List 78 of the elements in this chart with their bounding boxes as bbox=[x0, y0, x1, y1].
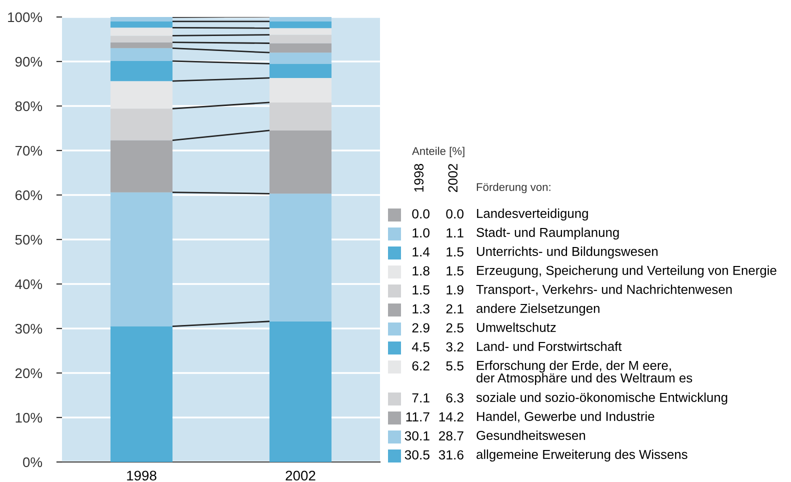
data-label: 1.8 bbox=[412, 266, 430, 276]
bar bbox=[110, 108, 173, 140]
category-label: allgemeine Erweiterung des Wissens bbox=[476, 450, 688, 462]
data-label: 1.4 bbox=[412, 247, 430, 256]
category-label: Transport-, Verkehrs- und Nachrichtenwesen bbox=[476, 284, 732, 297]
bar bbox=[269, 21, 332, 28]
bar bbox=[269, 43, 332, 53]
bar bbox=[269, 78, 332, 102]
data-label: 1.9 bbox=[446, 285, 464, 295]
bar bbox=[110, 192, 173, 326]
category-label: Stadt- und Raumplanung bbox=[476, 228, 619, 240]
category-label: Land- und Forstwirtschaft bbox=[477, 342, 622, 351]
data-label: 7.1 bbox=[412, 393, 430, 402]
bar bbox=[269, 64, 332, 78]
category-label: soziale und sozio-ökonomische Entwicklung bbox=[476, 392, 728, 405]
bar bbox=[110, 140, 173, 192]
y-tick-label: 0% bbox=[23, 457, 42, 468]
data-label: 30.1 bbox=[404, 431, 430, 441]
bar bbox=[110, 21, 173, 28]
bar bbox=[110, 61, 173, 82]
data-label: 1.5 bbox=[446, 247, 464, 257]
data-label: 1.5 bbox=[412, 285, 430, 295]
data-label: 11.7 bbox=[406, 412, 430, 422]
category-label: andere Zielsetzungen bbox=[476, 304, 600, 316]
bar bbox=[269, 102, 332, 130]
category-label: Erforschung der Erde, der M eere, der Atmosphäre und des Weltraum es bbox=[476, 360, 692, 386]
data-label: 2.5 bbox=[446, 323, 464, 333]
y-tick-label: 80% bbox=[15, 101, 42, 112]
data-label: 2.1 bbox=[446, 304, 464, 314]
bar bbox=[269, 52, 332, 64]
bar bbox=[110, 326, 173, 462]
category-label: Handel, Gewerbe und Industrie bbox=[477, 412, 654, 423]
data-label: 0.0 bbox=[412, 209, 430, 219]
y-tick-label: 70% bbox=[15, 146, 42, 156]
bar bbox=[110, 36, 173, 42]
y-tick-label: 90% bbox=[15, 56, 42, 67]
text: Förderung von: bbox=[476, 182, 550, 194]
data-label: 6.2 bbox=[412, 361, 430, 371]
y-tick-label: 50% bbox=[15, 234, 42, 245]
bar bbox=[110, 28, 173, 36]
data-label: 4.5 bbox=[412, 342, 430, 352]
data-label: 6.3 bbox=[446, 393, 464, 403]
bar bbox=[269, 194, 332, 322]
data-label: 3.2 bbox=[446, 342, 464, 352]
data-label: 30.5 bbox=[404, 450, 430, 460]
data-label: 28.7 bbox=[438, 431, 464, 441]
y-tick-label: 30% bbox=[15, 324, 42, 334]
y-tick-label: 40% bbox=[15, 279, 42, 290]
data-label: 1.0 bbox=[412, 228, 430, 238]
y-tick-label: 10% bbox=[16, 412, 42, 423]
y-tick-label: 20% bbox=[15, 368, 42, 378]
data-label: 14.2 bbox=[439, 412, 464, 422]
text: Anteile [%] bbox=[412, 146, 464, 158]
bar bbox=[269, 34, 332, 44]
y-tick-label: 60% bbox=[15, 190, 42, 200]
bar bbox=[269, 130, 332, 194]
data-label: 0.0 bbox=[446, 209, 464, 219]
category-label: Umweltschutz bbox=[476, 322, 556, 332]
data-label: 1.1 bbox=[446, 228, 464, 238]
bar bbox=[110, 42, 173, 48]
category-label: Erzeugung, Speicherung und Verteilung von Energie bbox=[477, 266, 776, 278]
data-label: 31.6 bbox=[438, 450, 464, 460]
data-label: 1.5 bbox=[446, 266, 464, 276]
category-label: Gesundheitswesen bbox=[476, 430, 586, 440]
text: 1998 bbox=[414, 164, 424, 192]
bar bbox=[269, 321, 332, 462]
category-label: Unterrichts- und Bildungswesen bbox=[476, 246, 658, 259]
bar bbox=[269, 28, 332, 35]
y-tick-label: 100% bbox=[8, 12, 42, 22]
category-label: Landesverteidigung bbox=[477, 208, 588, 221]
data-label: 5.5 bbox=[446, 361, 464, 371]
bar bbox=[110, 48, 173, 62]
bar bbox=[269, 17, 332, 22]
data-label: 2.9 bbox=[412, 323, 430, 333]
data-label: 1.3 bbox=[412, 304, 430, 314]
bar bbox=[110, 17, 173, 22]
text: 2002 bbox=[448, 164, 458, 192]
bar bbox=[110, 81, 173, 109]
